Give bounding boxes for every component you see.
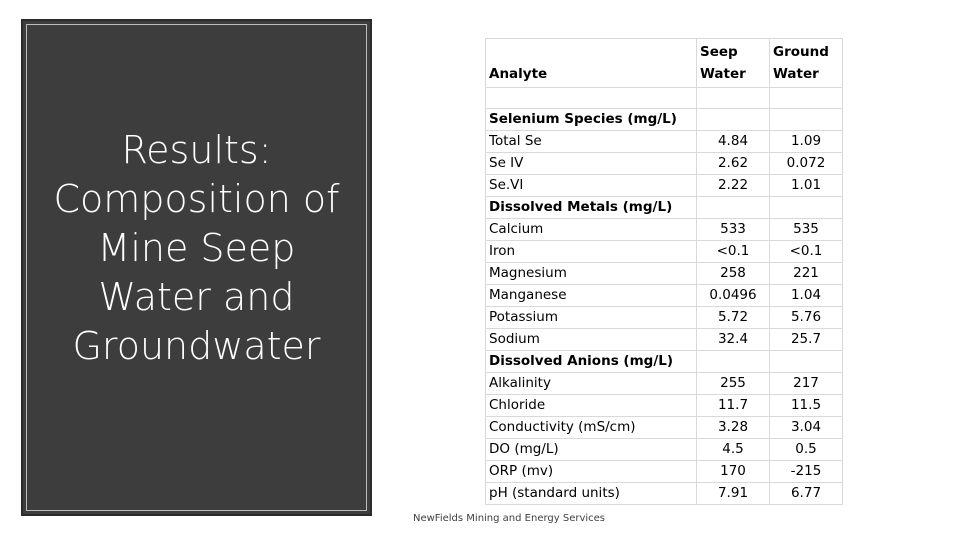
analyte-cell: Chloride [485, 394, 697, 417]
seep-water-cell: <0.1 [696, 240, 770, 263]
table-row: ORP (mv) 170 -215 [485, 460, 843, 483]
analyte-cell: Sodium [485, 328, 697, 351]
seep-water-cell: 533 [696, 218, 770, 241]
seep-water-cell: 2.62 [696, 152, 770, 175]
ground-water-cell: 221 [769, 262, 843, 285]
table-row: Total Se 4.84 1.09 [485, 130, 843, 153]
table-row: DO (mg/L) 4.5 0.5 [485, 438, 843, 461]
ground-water-cell [769, 350, 843, 373]
analyte-cell: Se.VI [485, 174, 697, 197]
seep-water-cell [696, 87, 770, 109]
header-ground-water: Ground Water [769, 38, 843, 88]
ground-water-cell: 3.04 [769, 416, 843, 439]
seep-water-cell: 4.84 [696, 130, 770, 153]
seep-water-cell: 7.91 [696, 482, 770, 505]
analyte-cell: Total Se [485, 130, 697, 153]
seep-water-cell: 255 [696, 372, 770, 395]
table-header-row: Analyte Seep Water Ground Water [485, 38, 843, 88]
ground-water-cell: 11.5 [769, 394, 843, 417]
table-row: Magnesium 258 221 [485, 262, 843, 285]
table-row: Calcium 533 535 [485, 218, 843, 241]
ground-water-cell: 25.7 [769, 328, 843, 351]
results-table: Analyte Seep Water Ground Water Selenium… [485, 38, 843, 505]
ground-water-cell [769, 108, 843, 131]
slide-title: Results: Composition of Mine Seep Water … [53, 128, 340, 368]
seep-water-cell [696, 108, 770, 131]
seep-water-cell [696, 350, 770, 373]
seep-water-cell: 5.72 [696, 306, 770, 329]
header-seep-water: Seep Water [696, 38, 770, 88]
ground-water-cell [769, 196, 843, 219]
ground-water-cell: 0.5 [769, 438, 843, 461]
section-row: Dissolved Anions (mg/L) [485, 350, 843, 373]
ground-water-cell: 1.09 [769, 130, 843, 153]
ground-water-cell [769, 87, 843, 109]
table-row: Conductivity (mS/cm) 3.28 3.04 [485, 416, 843, 439]
analyte-cell: Se IV [485, 152, 697, 175]
analyte-cell: Iron [485, 240, 697, 263]
seep-water-cell: 11.7 [696, 394, 770, 417]
table-row: Manganese 0.0496 1.04 [485, 284, 843, 307]
seep-water-cell: 2.22 [696, 174, 770, 197]
ground-water-cell: 0.072 [769, 152, 843, 175]
analyte-cell: Dissolved Anions (mg/L) [485, 350, 697, 373]
analyte-cell: Potassium [485, 306, 697, 329]
seep-water-cell: 4.5 [696, 438, 770, 461]
header-analyte: Analyte [485, 38, 697, 88]
seep-water-cell [696, 196, 770, 219]
analyte-cell: Conductivity (mS/cm) [485, 416, 697, 439]
table-row: Potassium 5.72 5.76 [485, 306, 843, 329]
section-row: Dissolved Metals (mg/L) [485, 196, 843, 219]
ground-water-cell: 1.01 [769, 174, 843, 197]
seep-water-cell: 258 [696, 262, 770, 285]
analyte-cell: Alkalinity [485, 372, 697, 395]
ground-water-cell: <0.1 [769, 240, 843, 263]
ground-water-cell: 217 [769, 372, 843, 395]
footer-text: NewFields Mining and Energy Services [413, 513, 606, 524]
ground-water-cell: 535 [769, 218, 843, 241]
title-panel-border [26, 24, 367, 511]
table-row: pH (standard units) 7.91 6.77 [485, 482, 843, 505]
analyte-cell: Dissolved Metals (mg/L) [485, 196, 697, 219]
analyte-cell: DO (mg/L) [485, 438, 697, 461]
spacer-row [485, 87, 843, 109]
table-row: Se.VI 2.22 1.01 [485, 174, 843, 197]
analyte-cell: Calcium [485, 218, 697, 241]
title-panel: Results: Composition of Mine Seep Water … [21, 19, 372, 516]
seep-water-cell: 170 [696, 460, 770, 483]
analyte-cell: ORP (mv) [485, 460, 697, 483]
ground-water-cell: 5.76 [769, 306, 843, 329]
ground-water-cell: -215 [769, 460, 843, 483]
table-row: Chloride 11.7 11.5 [485, 394, 843, 417]
analyte-cell: pH (standard units) [485, 482, 697, 505]
table-row: Iron <0.1 <0.1 [485, 240, 843, 263]
analyte-cell: Selenium Species (mg/L) [485, 108, 697, 131]
seep-water-cell: 0.0496 [696, 284, 770, 307]
ground-water-cell: 6.77 [769, 482, 843, 505]
section-row: Selenium Species (mg/L) [485, 108, 843, 131]
table-row: Alkalinity 255 217 [485, 372, 843, 395]
table-row: Se IV 2.62 0.072 [485, 152, 843, 175]
seep-water-cell: 32.4 [696, 328, 770, 351]
seep-water-cell: 3.28 [696, 416, 770, 439]
analyte-cell [485, 87, 697, 109]
table-row: Sodium 32.4 25.7 [485, 328, 843, 351]
analyte-cell: Manganese [485, 284, 697, 307]
analyte-cell: Magnesium [485, 262, 697, 285]
ground-water-cell: 1.04 [769, 284, 843, 307]
